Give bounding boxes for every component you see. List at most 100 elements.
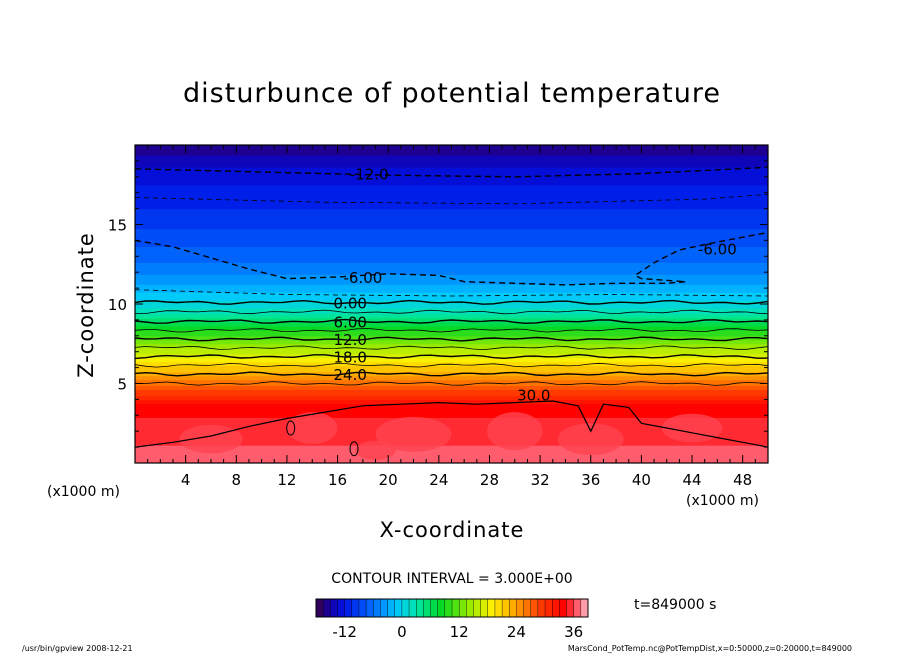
fill-band: [135, 325, 768, 329]
colorbar-segment: [480, 598, 489, 618]
fill-band: [135, 278, 768, 281]
colorbar-segment: [458, 598, 467, 618]
fill-band: [135, 172, 768, 176]
fill-band: [135, 280, 768, 283]
footer-left: /usr/bin/gpview 2008-12-21: [22, 644, 133, 653]
contour-line-neg9: [135, 193, 768, 205]
fill-band: [135, 208, 768, 212]
fill-band: [135, 351, 768, 355]
fill-band: [135, 300, 768, 303]
fill-band: [135, 222, 768, 226]
fill-band: [135, 307, 768, 311]
contour-interval: CONTOUR INTERVAL = 3.000E+00: [331, 571, 572, 587]
fill-band: [135, 387, 768, 391]
colorbar-segment: [365, 598, 374, 618]
fill-band: [135, 174, 768, 178]
fill-band: [135, 242, 768, 245]
colorbar-segment: [337, 598, 346, 618]
fill-band: [135, 202, 768, 206]
fill-band: [135, 415, 768, 418]
fill-band: [135, 397, 768, 400]
fill-band: [135, 431, 768, 434]
fill-band: [135, 413, 768, 416]
fill-band: [135, 427, 768, 430]
contour-label: 30.0: [517, 387, 550, 405]
fill-band: [135, 321, 768, 325]
colorbar-segment: [530, 598, 539, 618]
colorbar-segment: [322, 598, 331, 618]
fill-band: [135, 240, 768, 243]
fill-band: [135, 302, 768, 305]
footer-right: MarsCond_PotTemp.nc@PotTempDist,x=0:5000…: [568, 644, 852, 653]
colorbar-segment: [380, 598, 389, 618]
fill-band: [135, 411, 768, 414]
colorbar-segment: [580, 598, 589, 618]
fill-band: [135, 244, 768, 247]
fill-band: [135, 441, 768, 444]
fill-band: [135, 298, 768, 301]
fill-band: [135, 288, 768, 291]
fill-band: [135, 170, 768, 174]
fill-band: [135, 260, 768, 263]
hot-patch: [375, 416, 452, 452]
x-tick-label: 32: [531, 471, 550, 489]
fill-band: [135, 270, 768, 273]
fill-band: [135, 282, 768, 285]
fill-band: [135, 212, 768, 216]
fill-band: [135, 313, 768, 317]
colorbar-frame: [315, 598, 589, 618]
plot-area: [135, 145, 768, 463]
fill-band: [135, 262, 768, 265]
contour-lines: [135, 166, 768, 457]
x-tick-label: 48: [733, 471, 752, 489]
fill-band: [135, 210, 768, 214]
chart-title: disturbunce of potential temperature: [183, 78, 721, 109]
colorbar-segment: [516, 598, 525, 618]
contour-line-30: [135, 400, 768, 448]
fill-band: [135, 389, 768, 393]
fill-band: [135, 220, 768, 224]
x-tick-label: 44: [682, 471, 701, 489]
fill-band: [135, 292, 768, 295]
fill-band: [135, 234, 768, 238]
fill-band: [135, 158, 768, 162]
fill-band: [135, 433, 768, 436]
contour-line: [135, 353, 768, 360]
fill-band: [135, 395, 768, 399]
colorbar-segment: [430, 598, 439, 618]
fill-band: [135, 194, 768, 198]
fill-band: [135, 305, 768, 309]
fill-band: [135, 286, 768, 289]
colorbar-tick-label: 24: [507, 623, 526, 641]
fill-band: [135, 236, 768, 240]
fill-band: [135, 176, 768, 180]
colorbar-segment: [373, 598, 381, 618]
fill-band: [135, 447, 768, 450]
fill-band: [135, 218, 768, 222]
contour-line: [135, 327, 768, 333]
fill-band: [135, 266, 768, 269]
fill-band: [135, 254, 768, 257]
fill-band: [135, 369, 768, 373]
fill-band: [135, 190, 768, 194]
fill-band: [135, 238, 768, 241]
contour-label: 18.0: [334, 348, 367, 366]
colorbar-segment: [408, 598, 417, 618]
colorbar-segment: [330, 598, 338, 618]
colorbar-segment: [487, 598, 496, 618]
contour-line-neg12: [135, 166, 768, 178]
fill-band: [135, 230, 768, 234]
fill-band: [135, 214, 768, 218]
fill-band: [135, 198, 768, 202]
fill-band: [135, 343, 768, 347]
fill-band: [135, 429, 768, 432]
x-axis-ticks: 4 8 12 16 20 24 28 32 36 40 44 48: [134, 145, 769, 489]
fill-band: [135, 437, 768, 440]
fill-band: [135, 339, 768, 343]
fill-band: [135, 337, 768, 341]
fill-band: [135, 435, 768, 438]
fill-band: [135, 228, 768, 232]
fill-band: [135, 274, 768, 277]
fill-band: [135, 154, 768, 158]
